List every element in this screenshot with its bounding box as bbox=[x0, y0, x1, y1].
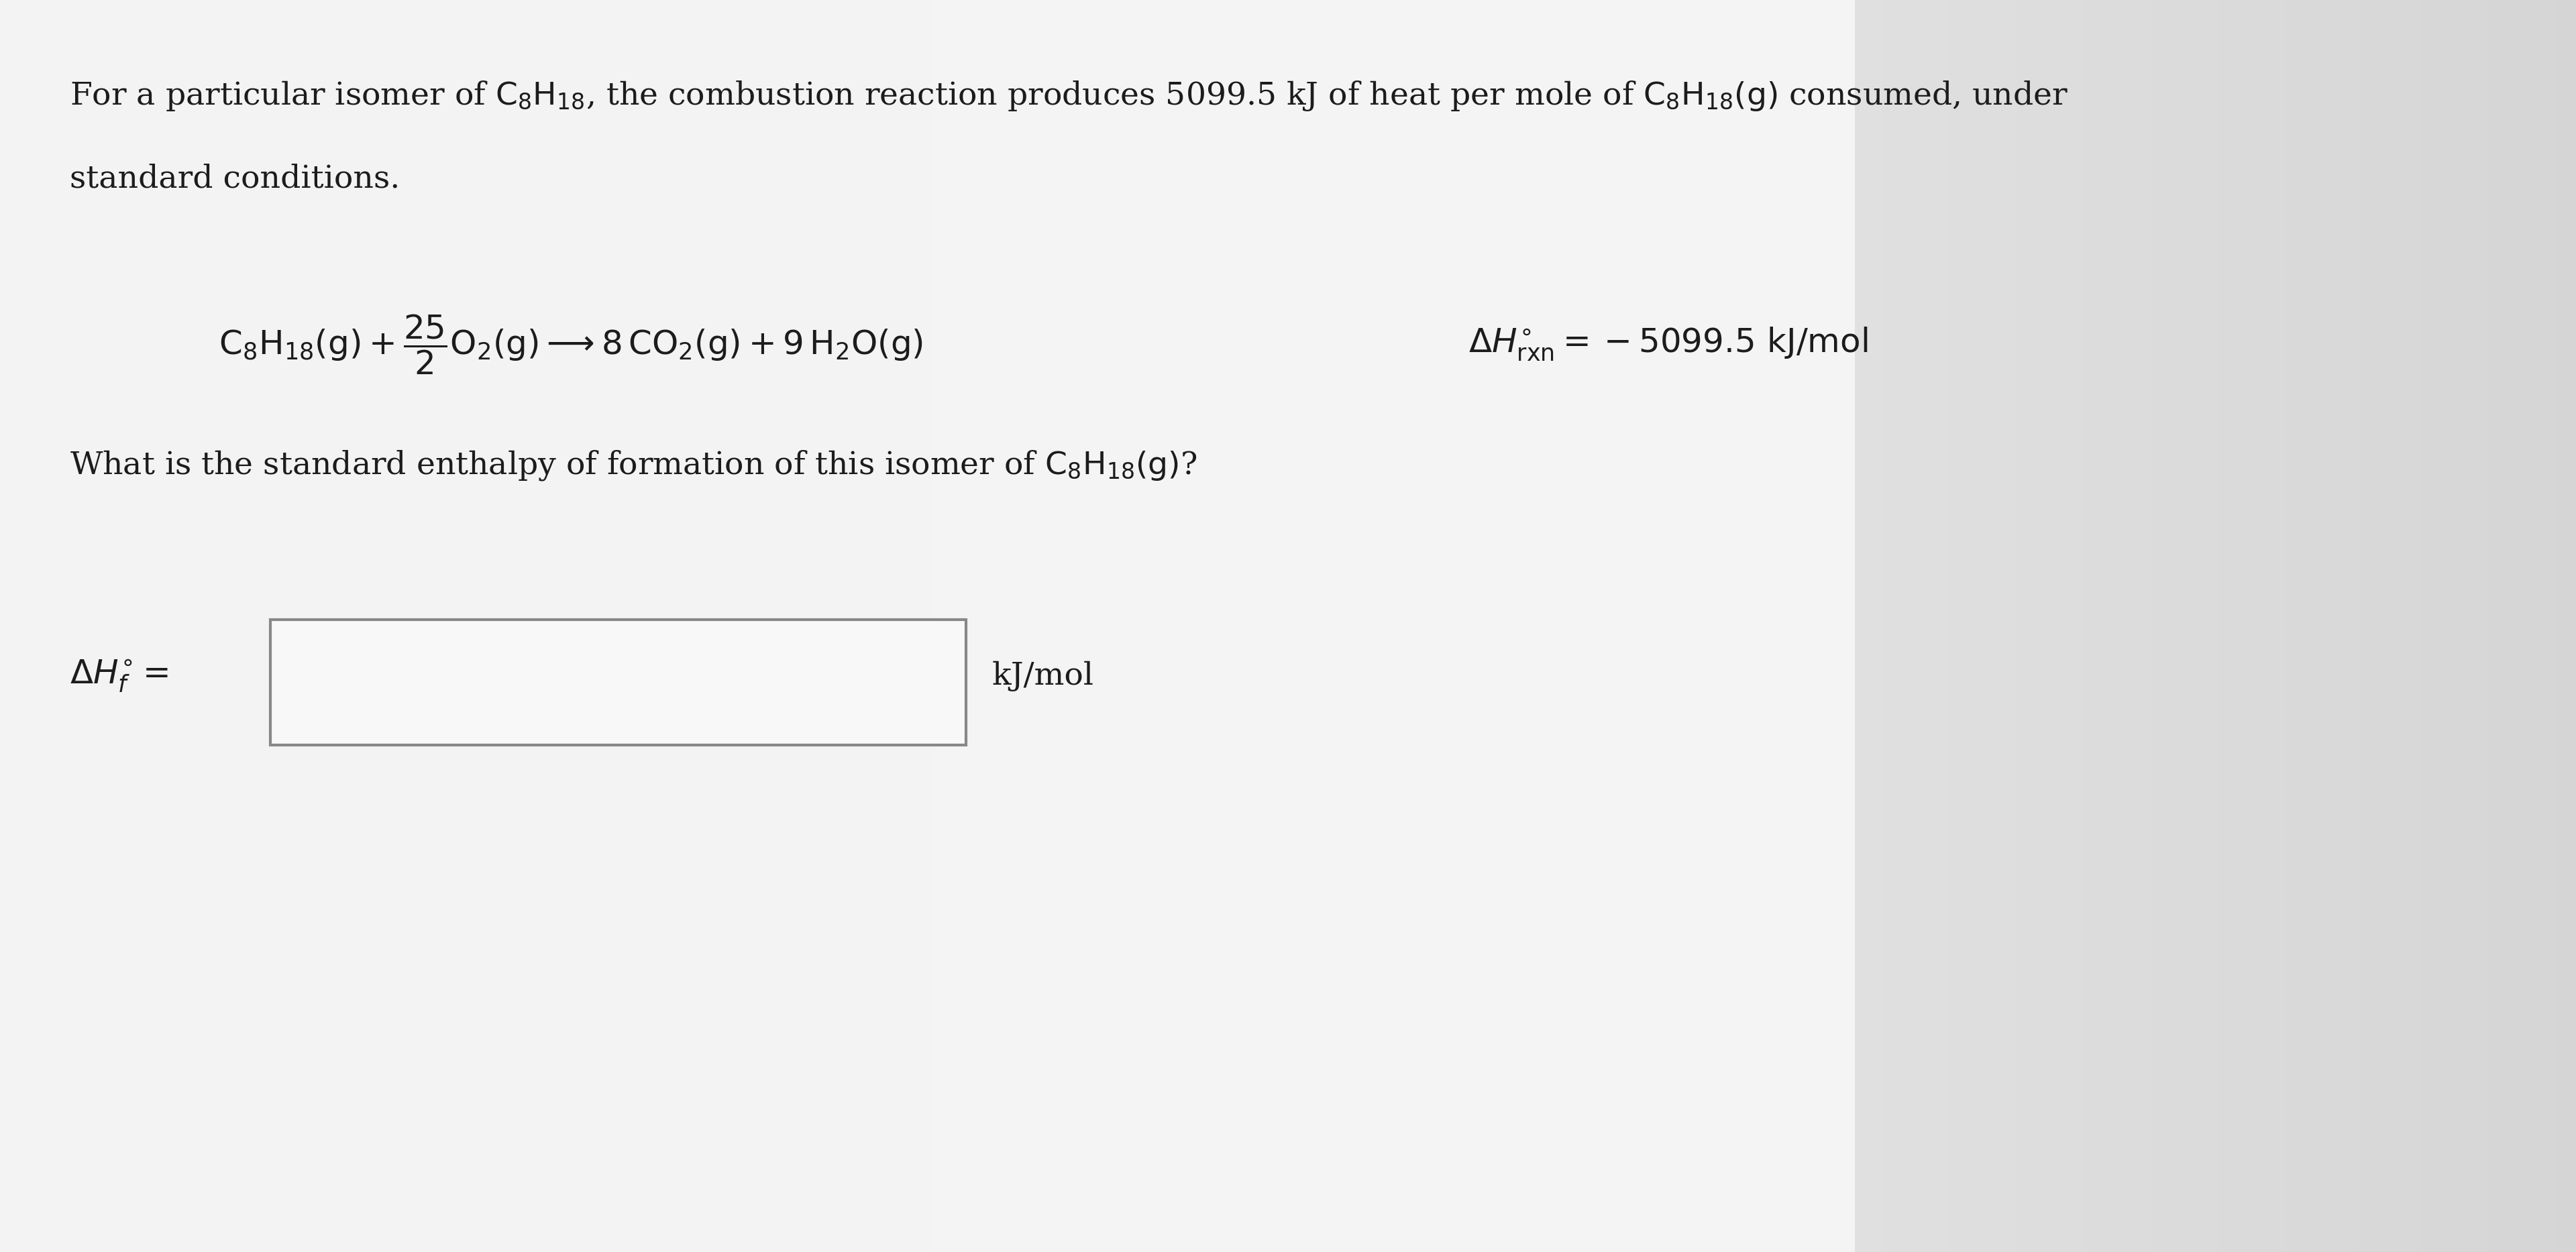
FancyBboxPatch shape bbox=[0, 0, 1855, 1252]
Text: $\Delta H^{\circ}_{\mathrm{rxn}} = -5099.5\ \mathrm{kJ/mol}$: $\Delta H^{\circ}_{\mathrm{rxn}} = -5099… bbox=[1468, 326, 1868, 363]
Text: $\Delta H^{\circ}_{f} =$: $\Delta H^{\circ}_{f} =$ bbox=[70, 659, 167, 694]
Text: $\mathrm{C_8H_{18}(g) + \dfrac{25}{2}O_2(g) \longrightarrow 8\,CO_2(g) + 9\,H_2O: $\mathrm{C_8H_{18}(g) + \dfrac{25}{2}O_2… bbox=[219, 313, 922, 376]
Text: standard conditions.: standard conditions. bbox=[70, 164, 399, 194]
Text: For a particular isomer of $\mathrm{C_8H_{18}}$, the combustion reaction produce: For a particular isomer of $\mathrm{C_8H… bbox=[70, 79, 2069, 113]
Text: What is the standard enthalpy of formation of this isomer of $\mathrm{C_8H_{18}(: What is the standard enthalpy of formati… bbox=[70, 448, 1198, 482]
Text: kJ/mol: kJ/mol bbox=[992, 661, 1095, 691]
FancyBboxPatch shape bbox=[270, 620, 966, 745]
